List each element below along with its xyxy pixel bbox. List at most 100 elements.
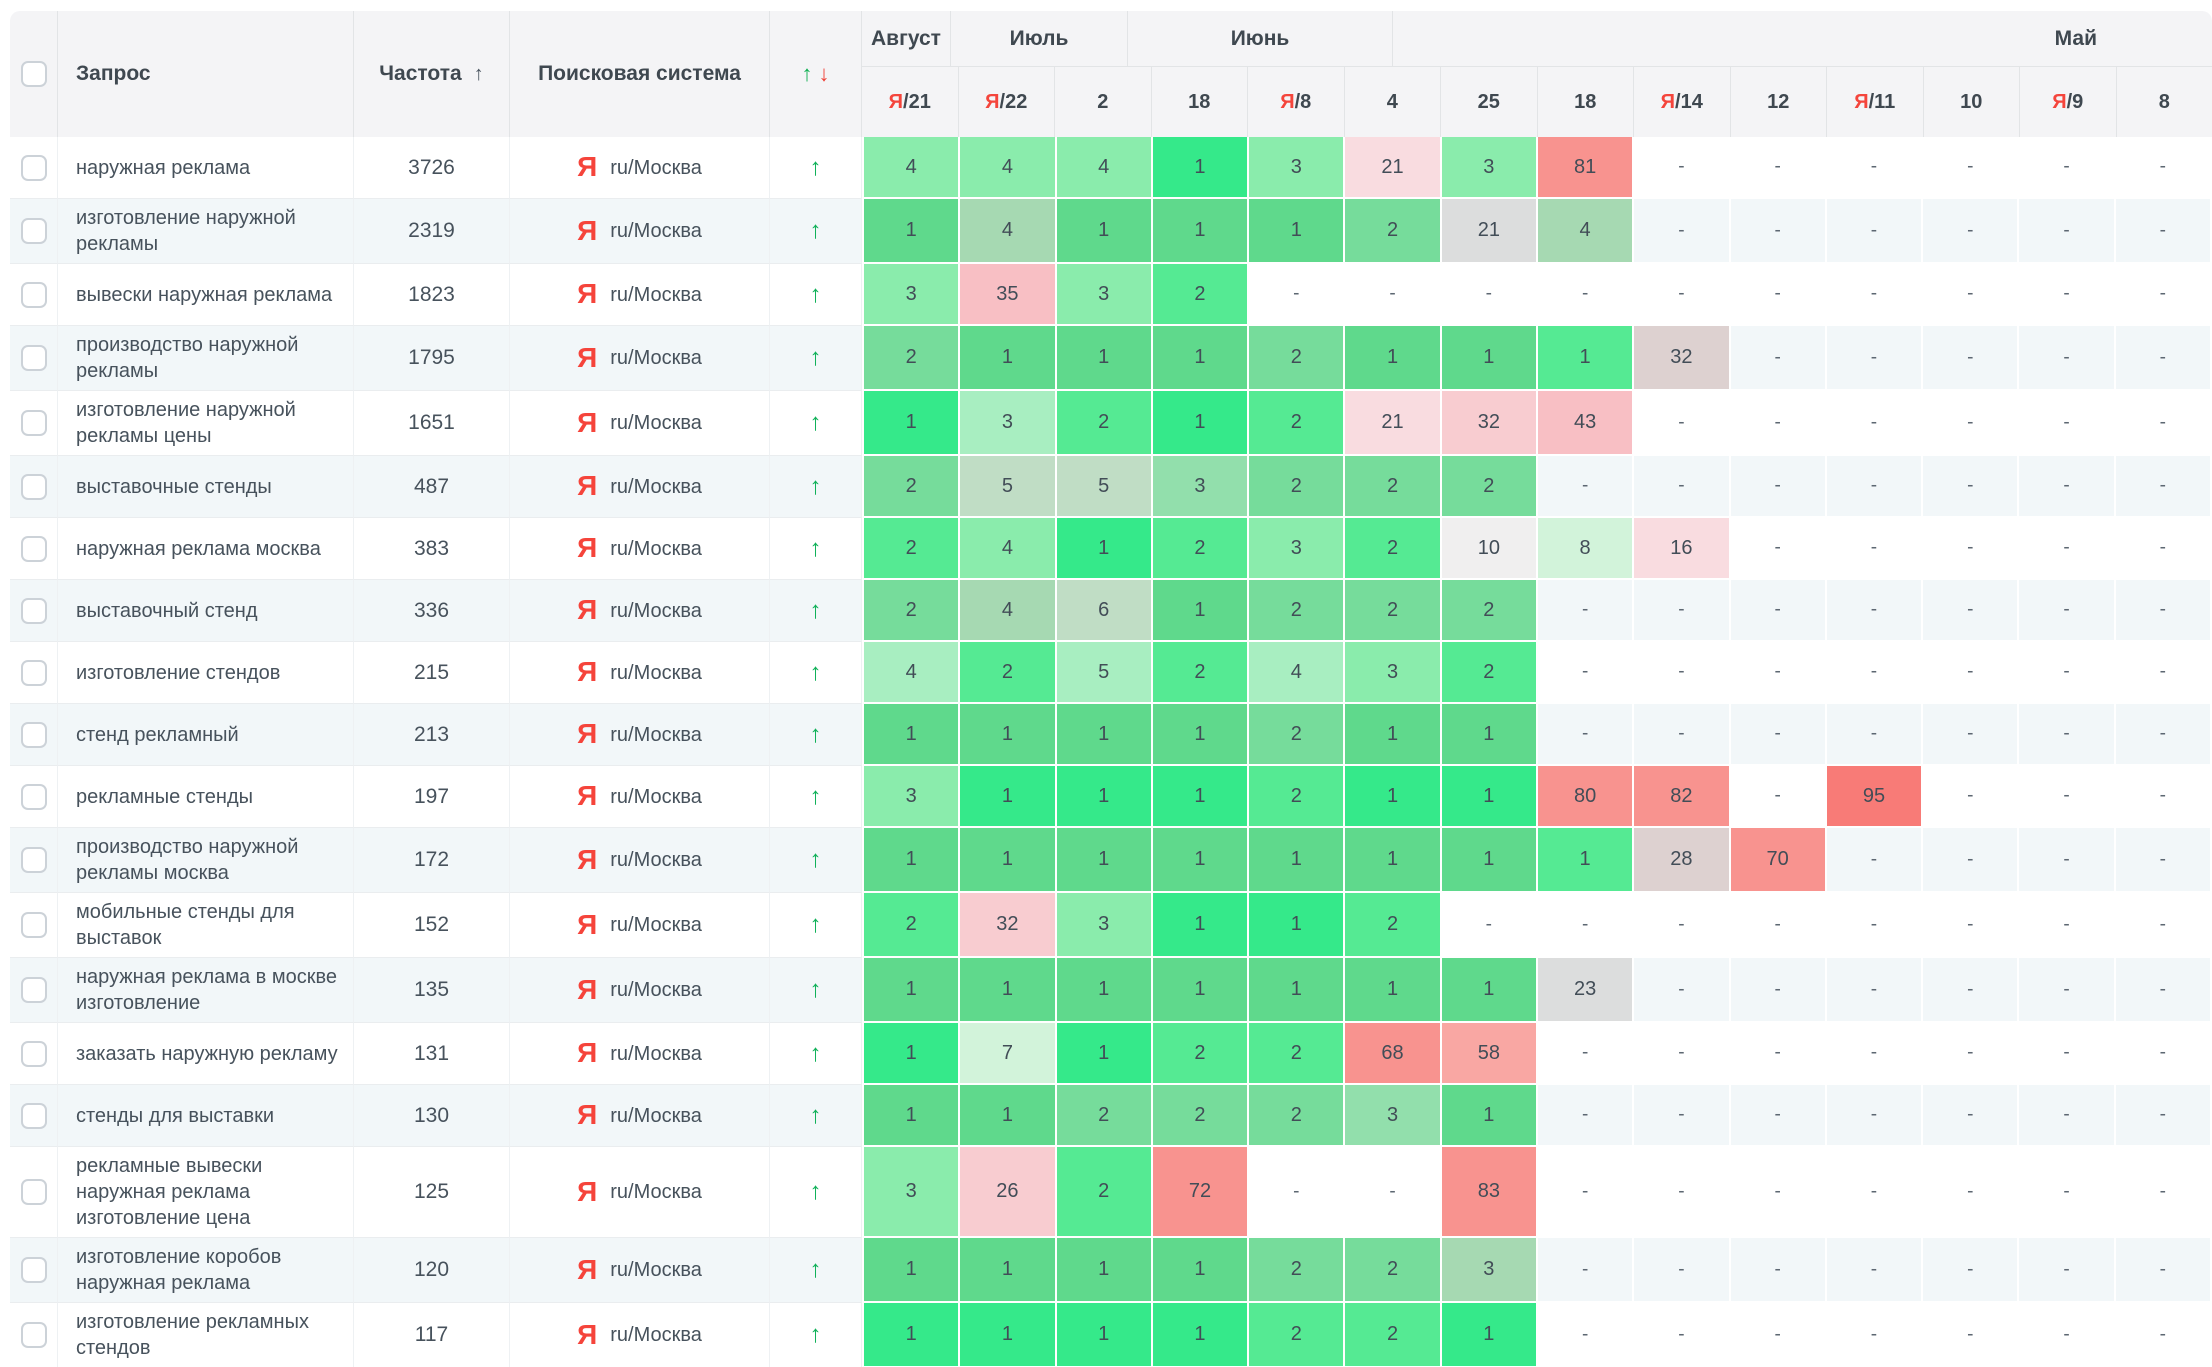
query-cell: стенды для выставки <box>58 1085 354 1147</box>
trend-up-icon: ↑ <box>801 61 813 86</box>
date-header[interactable]: 18 <box>1152 67 1248 137</box>
row-checkbox-cell <box>10 828 58 893</box>
trend-cell: ↑ <box>770 1085 862 1147</box>
query-text[interactable]: выставочные стенды <box>76 475 272 498</box>
row-checkbox[interactable] <box>20 783 47 810</box>
query-text[interactable]: наружная реклама в москве изготовление <box>76 966 337 1014</box>
header-frequency[interactable]: Частота ↑ <box>354 11 510 137</box>
row-checkbox[interactable] <box>20 1322 47 1348</box>
position-cell: - <box>1923 391 2020 456</box>
position-cell: 1 <box>1056 1238 1153 1303</box>
date-header[interactable]: 25 <box>1441 67 1538 137</box>
row-checkbox[interactable] <box>20 1102 47 1129</box>
frequency-value: 1795 <box>354 326 510 391</box>
position-cell: 2 <box>1345 518 1442 580</box>
position-cell: 3 <box>862 264 961 326</box>
query-text[interactable]: изготовление стендов <box>76 661 281 684</box>
row-checkbox[interactable] <box>20 977 47 1003</box>
position-cell: - <box>1923 199 2020 264</box>
table-row: изготовление коробов наружная реклама 12… <box>10 1238 2212 1303</box>
position-cell: - <box>2019 766 2116 828</box>
position-cell: - <box>1730 518 1827 580</box>
query-text[interactable]: производство наружной рекламы москва <box>76 836 299 884</box>
query-text[interactable]: вывески наружная реклама <box>76 283 333 306</box>
position-cell: 1 <box>1152 893 1250 958</box>
row-checkbox[interactable] <box>20 1179 47 1205</box>
row-checkbox[interactable] <box>20 345 47 371</box>
date-header[interactable]: Я/22 <box>959 67 1055 137</box>
yandex-icon: Я <box>577 214 598 246</box>
yandex-icon: Я <box>577 1175 598 1207</box>
row-checkbox[interactable] <box>20 659 47 686</box>
row-checkbox[interactable] <box>20 597 47 624</box>
date-header[interactable]: Я/11 <box>1827 67 1924 137</box>
row-checkbox-cell <box>10 326 58 391</box>
date-header[interactable]: 10 <box>1924 67 2020 137</box>
date-header[interactable]: 18 <box>1538 67 1634 137</box>
position-cell: - <box>1634 1147 1731 1238</box>
date-header[interactable]: Я/21 <box>862 67 959 137</box>
trend-up-icon: ↑ <box>809 344 822 371</box>
date-header[interactable]: 8 <box>2158 90 2170 113</box>
query-text[interactable]: мобильные стенды для выставок <box>76 901 295 949</box>
query-text[interactable]: изготовление наружной рекламы цены <box>76 399 296 447</box>
position-cell: 1 <box>862 1023 961 1085</box>
position-cells: 3 1 1 1 2 1 1 80 82-95- - - <box>862 766 2212 828</box>
query-text[interactable]: заказать наружную рекламу <box>76 1042 338 1065</box>
row-checkbox[interactable] <box>20 410 47 436</box>
position-cell: 5 <box>1056 642 1153 704</box>
query-text[interactable]: производство наружной рекламы <box>76 334 299 382</box>
position-cell: - <box>1537 1085 1635 1147</box>
row-checkbox[interactable] <box>20 1257 47 1283</box>
query-text[interactable]: стенды для выставки <box>76 1104 275 1127</box>
yandex-icon: Я <box>577 1037 598 1069</box>
query-text[interactable]: изготовление наружной рекламы <box>76 207 296 255</box>
position-cell: - <box>2019 199 2116 264</box>
row-checkbox[interactable] <box>20 535 47 562</box>
query-text[interactable]: изготовление рекламных стендов <box>76 1311 309 1359</box>
position-cell: 2 <box>1249 456 1346 518</box>
row-checkbox[interactable] <box>20 154 47 181</box>
row-checkbox[interactable] <box>20 721 47 748</box>
query-text[interactable]: стенд рекламный <box>76 723 239 746</box>
row-checkbox[interactable] <box>20 218 47 244</box>
query-text[interactable]: выставочный стенд <box>76 599 258 622</box>
position-cell: 1 <box>862 1303 961 1367</box>
row-checkbox-cell <box>10 893 58 958</box>
row-checkbox-cell <box>10 391 58 456</box>
date-header[interactable]: Я/14 <box>1634 67 1731 137</box>
position-cell: - <box>2115 828 2212 893</box>
row-checkbox[interactable] <box>20 281 47 308</box>
header-trend-sort[interactable]: ↑ ↓ <box>770 11 862 137</box>
month-header: Июль <box>951 11 1128 66</box>
position-cell: 83 <box>1441 1147 1538 1238</box>
position-cell: - <box>2019 958 2116 1023</box>
select-all-checkbox[interactable] <box>20 61 47 87</box>
date-header[interactable]: Я/8 <box>1248 67 1345 137</box>
query-text[interactable]: рекламные вывески наружная реклама изгот… <box>76 1155 263 1229</box>
search-region-label: ru/Москва <box>610 156 702 179</box>
search-engine-cell: Я ru/Москва <box>510 1147 770 1238</box>
row-checkbox[interactable] <box>20 847 47 873</box>
position-cell: 1 <box>1152 828 1250 893</box>
row-checkbox[interactable] <box>20 473 47 500</box>
date-header[interactable]: 2 <box>1055 67 1152 137</box>
row-checkbox[interactable] <box>20 912 47 938</box>
date-header[interactable]: 4 <box>1345 67 1441 137</box>
position-cell: 1 <box>862 958 961 1023</box>
row-checkbox[interactable] <box>20 1040 47 1067</box>
query-text[interactable]: изготовление коробов наружная реклама <box>76 1246 282 1294</box>
query-text[interactable]: наружная реклама <box>76 156 251 179</box>
frequency-value: 213 <box>354 704 510 766</box>
position-cell: - <box>1730 766 1827 828</box>
frequency-value: 152 <box>354 893 510 958</box>
date-header[interactable]: 12 <box>1731 67 1827 137</box>
query-text[interactable]: наружная реклама москва <box>76 537 321 560</box>
date-header[interactable]: Я/9 <box>2020 67 2117 137</box>
table-row: изготовление стендов 215 Я ru/Москва ↑ 4… <box>10 642 2212 704</box>
position-cell: - <box>1730 137 1827 199</box>
position-cell: - <box>2115 264 2212 326</box>
search-engine-cell: Я ru/Москва <box>510 326 770 391</box>
position-cell: - <box>2115 1085 2212 1147</box>
query-text[interactable]: рекламные стенды <box>76 785 254 808</box>
